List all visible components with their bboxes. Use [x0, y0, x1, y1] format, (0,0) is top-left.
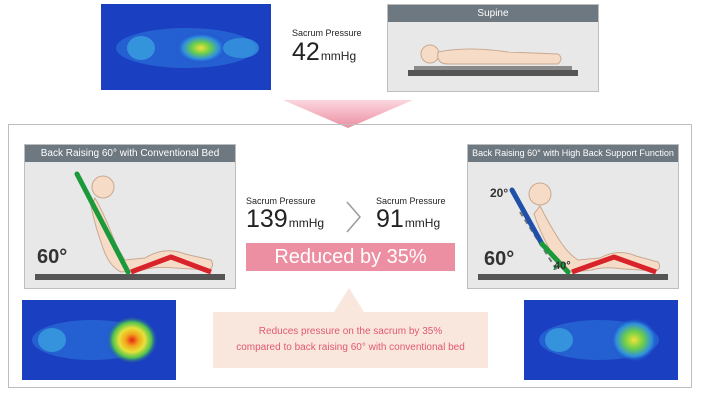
high-back-angle-label: 60°: [484, 248, 515, 270]
high-back-support-pressure-heatmap: [524, 300, 678, 380]
after-pressure-value: 91mmHg: [376, 205, 440, 234]
reduction-note: Reduces pressure on the sacrum by 35% co…: [213, 312, 488, 368]
conventional-angle-label: 60°: [37, 246, 68, 268]
conventional-bed-illustration: 60°: [25, 162, 235, 288]
supine-pressure-number: 42: [292, 38, 320, 66]
conventional-bed-title: Back Raising 60° with Conventional Bed: [25, 145, 235, 162]
supine-illustration: [388, 22, 598, 91]
conventional-pressure-heatmap: [22, 300, 176, 380]
conventional-heatmap-graphic: [22, 300, 176, 380]
supine-person-graphic: [408, 44, 578, 76]
supine-panel: Supine: [387, 4, 599, 92]
high-back-upper-angle-label: 20°: [490, 186, 509, 200]
after-pressure-number: 91: [376, 205, 404, 233]
before-pressure-value: 139mmHg: [246, 205, 324, 234]
high-back-lower-angle-label: 40°: [554, 260, 571, 272]
high-back-support-title: Back Raising 60° with High Back Support …: [468, 145, 678, 162]
reduction-note-line1: Reduces pressure on the sacrum by 35%: [258, 326, 443, 337]
supine-pressure-label: Sacrum Pressure: [292, 28, 362, 38]
high-back-support-graphic: [478, 182, 668, 280]
comparison-chevron-icon: [346, 201, 361, 233]
reduction-note-line2: compared to back raising 60° with conven…: [236, 342, 465, 353]
pink-down-arrow: [283, 100, 413, 128]
after-pressure-label: Sacrum Pressure: [376, 196, 446, 206]
before-pressure-unit: mmHg: [288, 216, 325, 230]
supine-pressure-unit: mmHg: [320, 49, 357, 63]
reduction-banner: Reduced by 35%: [246, 243, 455, 271]
conventional-bed-graphic: [35, 171, 225, 280]
before-pressure-label: Sacrum Pressure: [246, 196, 316, 206]
after-pressure-unit: mmHg: [404, 216, 441, 230]
supine-pressure-heatmap: [101, 4, 271, 90]
before-pressure-number: 139: [246, 205, 288, 233]
high-back-heatmap-graphic: [524, 300, 678, 380]
supine-pressure-value: 42mmHg: [292, 38, 356, 67]
heatmap-graphic: [101, 4, 271, 90]
high-back-support-illustration: 20° 40° 60°: [468, 162, 678, 288]
supine-panel-title: Supine: [388, 5, 598, 22]
comparison-frame: [8, 124, 692, 388]
note-pointer: [334, 288, 364, 312]
high-back-support-panel: Back Raising 60° with High Back Support …: [467, 144, 679, 289]
conventional-bed-panel: Back Raising 60° with Conventional Bed 6…: [24, 144, 236, 289]
